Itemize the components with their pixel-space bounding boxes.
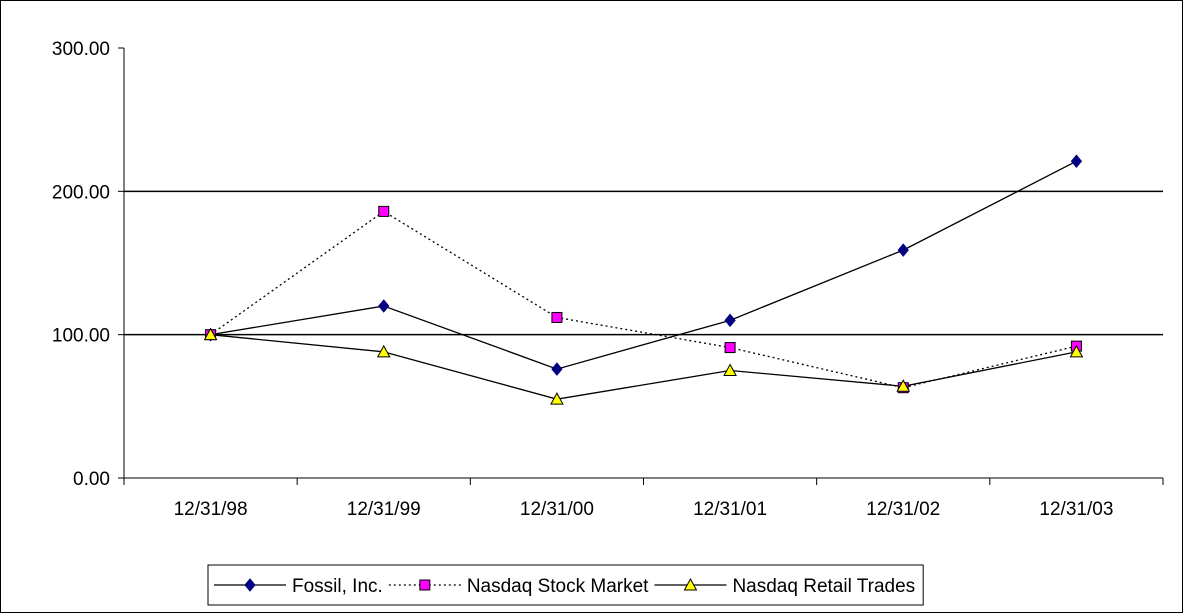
gridlines: [124, 190, 1163, 336]
legend-marker-1: [419, 579, 431, 591]
y-tick-label: 300.00: [52, 39, 110, 60]
data-point-2-5: [1069, 344, 1084, 358]
legend-label-2: Nasdaq Retail Trades: [732, 576, 915, 597]
x-tick-label: 12/31/01: [693, 499, 767, 520]
data-point-2-1: [376, 344, 391, 358]
data-point-1-1: [378, 205, 390, 217]
x-tick-label: 12/31/03: [1039, 499, 1113, 520]
data-point-1-3: [724, 342, 736, 354]
data-point-2-4: [896, 379, 911, 392]
data-point-1-2: [551, 311, 563, 323]
y-tick-label: 200.00: [52, 182, 110, 203]
series-lines: [210, 160, 1077, 400]
legend-label-1: Nasdaq Stock Market: [467, 576, 649, 597]
y-tick-label: 100.00: [52, 326, 110, 347]
data-point-0-2: [551, 362, 563, 376]
data-point-0-3: [724, 313, 736, 328]
data-point-0-1: [378, 299, 390, 313]
series-line-2: [210, 334, 1077, 400]
axes: 0.00 100.00 200.00 300.00 12/31/98 12/31/99 12…: [52, 39, 1164, 520]
y-tick-label: 0.00: [73, 469, 110, 490]
data-point-2-0: [203, 327, 218, 341]
x-tick-label: 12/31/00: [520, 499, 594, 520]
data-point-0-5: [1070, 154, 1083, 169]
x-tick-label: 12/31/02: [866, 499, 940, 520]
series-line-0: [210, 160, 1077, 370]
x-tick-label: 12/31/99: [347, 499, 421, 520]
legend-marker-0: [244, 578, 256, 592]
legend-marker-2: [683, 577, 698, 591]
data-point-2-2: [550, 392, 564, 405]
legend-box: [207, 564, 924, 606]
data-point-2-3: [723, 363, 737, 376]
data-point-0-4: [897, 243, 909, 257]
x-tick-label: 12/31/98: [174, 499, 248, 520]
legend-label-0: Fossil, Inc.: [292, 576, 383, 597]
legend: Fossil, Inc. Nasdaq Stock Market Nasdaq Re…: [207, 564, 924, 606]
series-markers: [203, 154, 1084, 405]
